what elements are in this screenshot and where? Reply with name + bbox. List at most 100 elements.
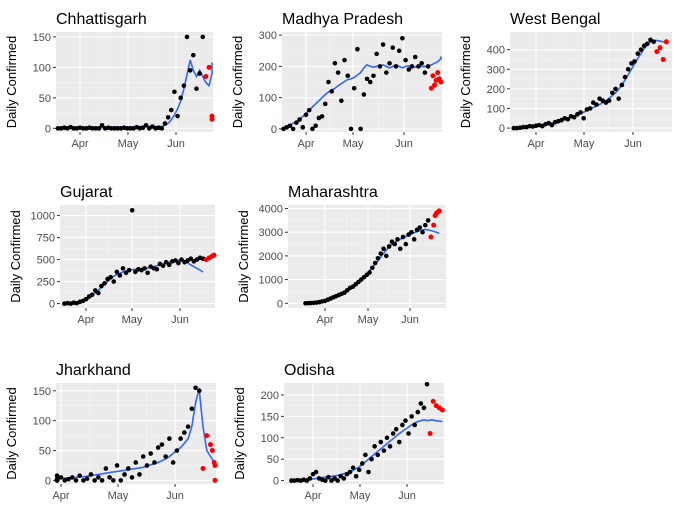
data-point xyxy=(396,439,402,445)
data-point xyxy=(635,51,641,56)
data-point xyxy=(381,448,387,453)
x-tick-label: May xyxy=(358,314,379,326)
chart-title: Chhattisgarh xyxy=(56,11,147,28)
data-point xyxy=(363,452,368,458)
y-tick-label: 200 xyxy=(487,84,505,96)
data-point xyxy=(332,60,338,66)
data-point xyxy=(638,47,644,52)
x-tick-label: Jun xyxy=(395,138,413,150)
x-tick-label: May xyxy=(122,314,143,326)
data-point xyxy=(103,466,109,471)
data-point xyxy=(411,237,417,242)
data-point xyxy=(172,89,177,95)
forecast-line xyxy=(427,56,442,68)
data-point xyxy=(54,473,60,478)
data-point xyxy=(145,270,150,276)
data-point xyxy=(326,79,331,85)
data-point xyxy=(353,473,359,479)
data-point xyxy=(425,64,431,69)
data-point xyxy=(160,263,166,269)
data-point xyxy=(351,85,357,91)
y-tick-label: 0 xyxy=(277,298,283,310)
data-point xyxy=(196,388,202,394)
data-point xyxy=(367,79,373,85)
data-point xyxy=(115,126,121,131)
y-tick-label: 150 xyxy=(33,386,51,398)
panel-5: 0 50 100 150 Apr May Jun Jharkhand Daily Confirm… xyxy=(4,362,218,502)
recent-data-point xyxy=(663,39,669,45)
y-tick-label: 300 xyxy=(259,30,277,42)
y-tick-label: 150 xyxy=(33,32,51,44)
forecast-line xyxy=(427,229,440,235)
plot-background xyxy=(284,383,444,484)
data-point xyxy=(364,76,370,82)
y-tick-label: 250 xyxy=(37,277,55,289)
data-point xyxy=(58,475,64,480)
recent-data-point xyxy=(439,407,445,413)
recent-data-point xyxy=(430,398,436,404)
recent-data-point xyxy=(204,433,210,439)
panel-4: 0 1000 2000 3000 4000 Apr May Jun Maharashtra Dai… xyxy=(236,184,446,326)
data-point xyxy=(167,436,172,441)
data-point xyxy=(417,225,423,230)
data-point xyxy=(381,246,386,252)
recent-data-point xyxy=(438,79,444,85)
y-axis-label: Daily Confirmed xyxy=(8,210,23,302)
data-point xyxy=(372,260,378,266)
recent-data-point xyxy=(203,74,209,80)
data-point xyxy=(384,253,389,259)
data-point xyxy=(162,121,168,126)
y-tick-label: 500 xyxy=(37,255,55,267)
data-point xyxy=(129,207,135,213)
forecast-line xyxy=(426,418,443,423)
data-point xyxy=(307,476,313,481)
data-point xyxy=(83,296,89,302)
data-point xyxy=(191,52,196,58)
data-point xyxy=(111,478,116,483)
data-point xyxy=(181,83,187,88)
data-point xyxy=(400,422,405,428)
data-point xyxy=(384,70,389,75)
data-point xyxy=(189,406,195,411)
data-point xyxy=(118,478,124,483)
data-point xyxy=(128,126,133,131)
data-point xyxy=(175,113,180,119)
y-tick-label: 50 xyxy=(39,93,51,105)
y-tick-label: 4000 xyxy=(259,204,283,216)
panel-0: 0 50 100 150 Apr May Jun Chhattisgarh Daily Conf… xyxy=(4,11,215,150)
data-point xyxy=(92,478,97,483)
data-point xyxy=(619,82,625,88)
data-point xyxy=(366,469,371,475)
data-point xyxy=(54,478,60,483)
recent-data-point xyxy=(654,49,660,55)
data-point xyxy=(322,101,328,107)
data-point xyxy=(396,48,402,54)
data-point xyxy=(375,255,381,261)
data-point xyxy=(84,476,90,481)
data-point xyxy=(403,418,408,423)
y-tick-label: 150 xyxy=(261,411,279,423)
data-point xyxy=(422,70,428,75)
data-point xyxy=(111,279,117,284)
recent-data-point xyxy=(212,477,218,483)
data-point xyxy=(109,126,114,131)
x-tick-label: Apr xyxy=(527,138,544,150)
y-tick-label: 0 xyxy=(45,475,51,487)
data-point xyxy=(179,257,184,262)
data-point xyxy=(187,68,193,73)
data-point xyxy=(184,34,190,40)
data-point xyxy=(93,126,99,131)
data-point xyxy=(335,70,341,75)
data-point xyxy=(358,126,363,132)
data-point xyxy=(99,122,105,128)
data-point xyxy=(355,46,360,52)
data-point xyxy=(107,475,112,480)
y-tick-label: 0 xyxy=(271,124,277,136)
data-point xyxy=(406,67,412,72)
data-point xyxy=(419,60,424,66)
recent-data-point xyxy=(431,222,437,228)
data-point xyxy=(124,126,130,131)
y-tick-label: 100 xyxy=(33,416,51,428)
recent-data-point xyxy=(209,448,215,454)
data-point xyxy=(96,126,102,131)
